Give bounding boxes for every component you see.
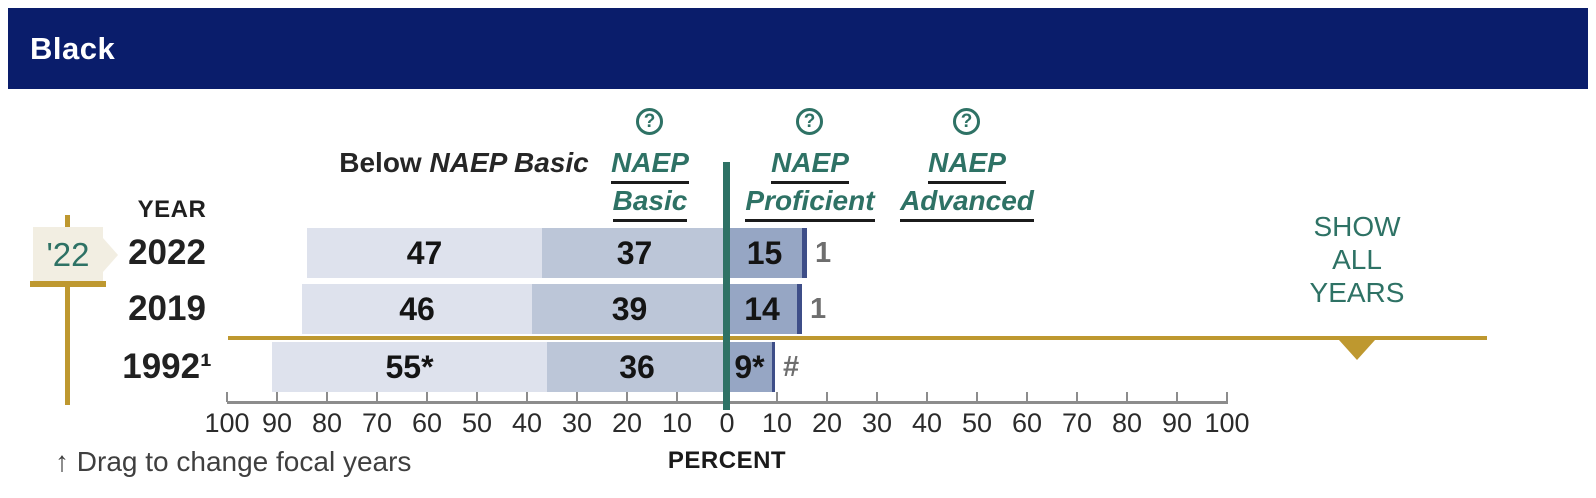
axis-tick-label: 20 (611, 408, 643, 438)
focal-year-flag-label: '22 (46, 236, 90, 273)
axis-tick-label: 100 (1204, 408, 1250, 438)
header-line: NAEP (771, 146, 849, 184)
flag-pointer-icon (103, 238, 118, 272)
axis-tick (276, 392, 278, 402)
header-line: Below (339, 147, 422, 178)
axis-tick (676, 392, 678, 402)
show-all-years-line: YEARS (1309, 277, 1405, 308)
question-mark-icon: ? (643, 110, 656, 132)
axis-tick (976, 392, 978, 402)
axis-tick-label: 50 (461, 408, 493, 438)
axis-tick (826, 392, 828, 402)
axis-tick (876, 392, 878, 402)
axis-tick-label: 40 (911, 408, 943, 438)
axis-tick-label: 90 (1161, 408, 1193, 438)
bar-segment-basic: 37 (542, 228, 727, 278)
axis-tick-label: 100 (204, 408, 250, 438)
axis-tick (1176, 392, 1178, 402)
show-all-years-button[interactable]: SHOW ALL YEARS (1282, 210, 1432, 309)
advanced-value-label: 1 (810, 292, 827, 325)
header-naep-advanced[interactable]: NAEP Advanced (877, 146, 1057, 222)
bar-segment-proficient: 15 (727, 228, 802, 278)
focal-years-divider-handle-icon[interactable] (1339, 340, 1375, 360)
header-line: NAEP (928, 146, 1006, 184)
focal-year-flag-underline (30, 281, 106, 287)
axis-tick (526, 392, 528, 402)
axis-tick-label: 50 (961, 408, 993, 438)
bar-segment-basic: 39 (532, 284, 727, 334)
year-label: 2019 (128, 289, 206, 328)
group-banner: Black (8, 8, 1588, 89)
axis-tick-label: 70 (1061, 408, 1093, 438)
drag-hint-text: ↑ Drag to change focal years (55, 446, 412, 477)
axis-tick-label: 60 (411, 408, 443, 438)
advanced-value-label: # (783, 350, 800, 383)
axis-tick (426, 392, 428, 402)
question-mark-icon: ? (803, 110, 816, 132)
axis-tick (576, 392, 578, 402)
axis-tick-label: 60 (1011, 408, 1043, 438)
axis-tick-label: 30 (561, 408, 593, 438)
axis-tick (1026, 392, 1028, 402)
bar-segment-proficient: 14 (727, 284, 797, 334)
bar-segment-advanced (772, 342, 775, 392)
bar-segment-advanced (802, 228, 807, 278)
axis-tick (626, 392, 628, 402)
axis-tick (376, 392, 378, 402)
bar-segment-basic: 36 (547, 342, 727, 392)
bar-segment-below-basic: 46 (302, 284, 532, 334)
axis-tick-label: 40 (511, 408, 543, 438)
year-label: 2022 (128, 233, 206, 272)
axis-tick-label: 30 (861, 408, 893, 438)
axis-tick-label: 0 (719, 408, 735, 438)
axis-tick (226, 392, 228, 402)
advanced-value-label: 1 (815, 236, 832, 269)
axis-tick (926, 392, 928, 402)
header-line: Advanced (900, 184, 1034, 222)
bar-segment-proficient: 9* (727, 342, 772, 392)
x-axis-title: PERCENT (667, 447, 787, 474)
axis-tick-label: 80 (311, 408, 343, 438)
question-mark-icon: ? (960, 110, 973, 132)
axis-tick-label: 90 (261, 408, 293, 438)
year-label: 1992¹ (122, 347, 212, 386)
axis-tick-label: 70 (361, 408, 393, 438)
axis-tick-label: 10 (761, 408, 793, 438)
axis-tick-label: 10 (661, 408, 693, 438)
help-icon[interactable]: ? (953, 108, 980, 135)
header-line: NAEP Basic (429, 147, 589, 178)
axis-tick (326, 392, 328, 402)
axis-tick (776, 392, 778, 402)
focal-year-flag[interactable]: '22 (33, 227, 118, 283)
axis-tick (1126, 392, 1128, 402)
header-naep-basic[interactable]: NAEP Basic (575, 146, 725, 222)
zero-baseline (723, 162, 730, 410)
show-all-years-line: ALL (1332, 244, 1382, 275)
axis-tick-label: 20 (811, 408, 843, 438)
axis-tick (1076, 392, 1078, 402)
axis-tick-label: 80 (1111, 408, 1143, 438)
header-naep-proficient[interactable]: NAEP Proficient (725, 146, 895, 222)
axis-tick (1226, 392, 1228, 402)
header-below-naep-basic: Below NAEP Basic (334, 146, 594, 180)
help-icon[interactable]: ? (636, 108, 663, 135)
bar-segment-advanced (797, 284, 802, 334)
axis-tick (476, 392, 478, 402)
show-all-years-line: SHOW (1313, 211, 1401, 242)
focal-year-slider-track[interactable] (65, 215, 70, 405)
bar-segment-below-basic: 47 (307, 228, 542, 278)
header-line: Proficient (745, 184, 875, 222)
header-line: Basic (612, 184, 688, 222)
group-title: Black (30, 30, 116, 66)
help-icon[interactable]: ? (796, 108, 823, 135)
focal-years-divider-line[interactable] (228, 336, 1487, 340)
year-column-header: YEAR (137, 196, 207, 223)
bar-segment-below-basic: 55* (272, 342, 547, 392)
header-line: NAEP (611, 146, 689, 184)
